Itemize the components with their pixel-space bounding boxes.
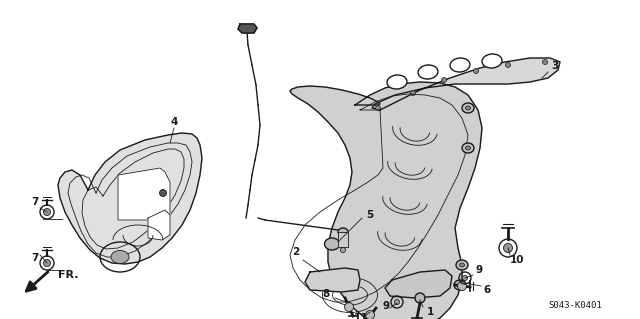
Ellipse shape bbox=[338, 228, 348, 236]
Ellipse shape bbox=[456, 260, 468, 270]
Ellipse shape bbox=[462, 143, 474, 153]
Ellipse shape bbox=[44, 259, 51, 266]
Polygon shape bbox=[338, 232, 348, 247]
Text: 7: 7 bbox=[31, 253, 38, 263]
Polygon shape bbox=[238, 24, 257, 33]
Ellipse shape bbox=[394, 300, 399, 305]
Polygon shape bbox=[385, 270, 452, 298]
Ellipse shape bbox=[474, 69, 479, 73]
Ellipse shape bbox=[111, 250, 129, 263]
Text: 6: 6 bbox=[483, 285, 491, 295]
Ellipse shape bbox=[463, 276, 467, 280]
Text: 9: 9 bbox=[476, 265, 483, 275]
Ellipse shape bbox=[458, 281, 467, 291]
Polygon shape bbox=[372, 58, 560, 110]
Polygon shape bbox=[290, 82, 482, 319]
Ellipse shape bbox=[410, 91, 415, 95]
Ellipse shape bbox=[415, 293, 425, 303]
Text: FR.: FR. bbox=[58, 270, 79, 280]
Polygon shape bbox=[58, 133, 202, 264]
Text: 8: 8 bbox=[323, 289, 330, 299]
Ellipse shape bbox=[442, 78, 447, 83]
Ellipse shape bbox=[44, 209, 51, 216]
Ellipse shape bbox=[454, 280, 466, 290]
Ellipse shape bbox=[324, 238, 339, 250]
Ellipse shape bbox=[462, 103, 474, 113]
Ellipse shape bbox=[450, 58, 470, 72]
Text: 10: 10 bbox=[509, 255, 524, 265]
Ellipse shape bbox=[344, 302, 353, 311]
Ellipse shape bbox=[340, 248, 346, 253]
Ellipse shape bbox=[465, 146, 470, 150]
Ellipse shape bbox=[460, 263, 465, 267]
Text: 7: 7 bbox=[31, 197, 38, 207]
Text: 4: 4 bbox=[170, 117, 178, 127]
Text: S043-K0401: S043-K0401 bbox=[548, 300, 602, 309]
Polygon shape bbox=[305, 268, 360, 292]
Polygon shape bbox=[148, 210, 170, 240]
Ellipse shape bbox=[543, 60, 547, 64]
Text: 11: 11 bbox=[354, 313, 368, 319]
Ellipse shape bbox=[465, 106, 470, 110]
Text: 9: 9 bbox=[383, 301, 390, 311]
Ellipse shape bbox=[365, 310, 374, 319]
Ellipse shape bbox=[418, 65, 438, 79]
Ellipse shape bbox=[376, 106, 381, 110]
Text: 3: 3 bbox=[552, 61, 559, 71]
Ellipse shape bbox=[387, 75, 407, 89]
Text: 1: 1 bbox=[426, 307, 434, 317]
Polygon shape bbox=[118, 168, 170, 220]
Ellipse shape bbox=[159, 189, 166, 197]
Ellipse shape bbox=[506, 63, 511, 68]
Text: 5: 5 bbox=[366, 210, 374, 220]
Ellipse shape bbox=[458, 283, 463, 287]
Text: 2: 2 bbox=[292, 247, 300, 257]
Ellipse shape bbox=[504, 243, 513, 253]
Ellipse shape bbox=[482, 54, 502, 68]
